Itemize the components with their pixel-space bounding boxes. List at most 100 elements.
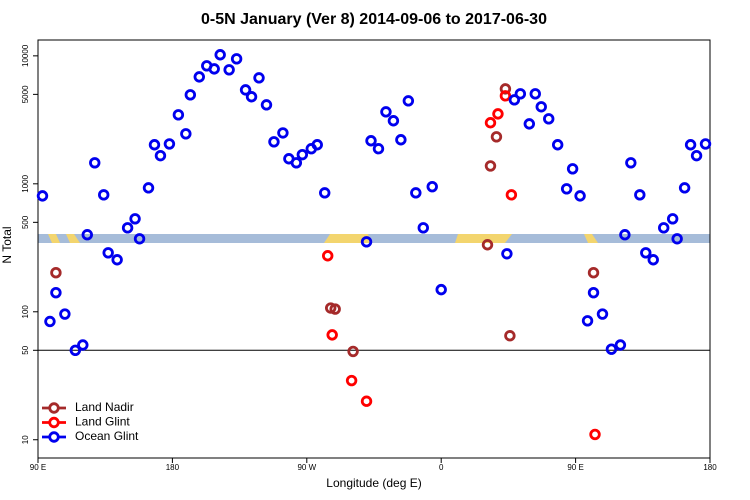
point [587,267,600,279]
point [574,190,586,202]
point [184,89,197,101]
point [163,138,176,150]
point [402,95,415,107]
land-patch [455,234,512,243]
point [596,308,609,320]
legend-marker [48,416,60,429]
point [505,189,518,201]
point [387,115,400,127]
point [426,180,438,193]
point [133,233,146,245]
point [329,303,341,315]
point [172,109,185,121]
point [326,329,338,341]
point [647,254,659,266]
point [345,374,358,387]
point [89,157,101,169]
y-tick-label: 10 [21,435,30,444]
point [372,143,385,155]
land-patch [48,234,60,243]
point [102,247,114,259]
y-tick-label: 1000 [21,174,30,192]
point [148,139,161,151]
point [50,286,62,299]
point [684,139,697,151]
point [504,330,516,342]
point [481,239,494,251]
point [142,182,155,194]
point [245,91,258,103]
land-patch [66,234,80,243]
ocean-band [38,234,710,243]
x-axis-label: Longitude (deg E) [326,476,421,490]
point [214,49,226,61]
point [36,190,49,202]
point [277,127,289,139]
point [614,339,627,351]
point [634,189,646,201]
point [499,83,512,95]
legend-label: Land Glint [75,415,130,429]
point [111,254,123,266]
x-tick-label: 90 E [30,463,46,472]
chart-title: 0-5N January (Ver 8) 2014-09-06 to 2017-… [201,11,547,28]
point [566,163,579,175]
point [690,149,703,162]
y-tick-label: 100 [21,305,30,319]
legend-label: Land Nadir [75,400,134,414]
y-tick-label: 500 [21,215,30,229]
y-axis-label: N Total [0,226,14,263]
point [98,189,110,201]
point [529,88,541,100]
point [44,315,56,328]
point [499,90,512,102]
point [490,131,503,143]
point [587,286,600,299]
point [658,222,670,234]
point [129,213,141,225]
point [322,250,334,262]
point [523,118,536,130]
legend-marker [48,402,60,414]
point [59,308,71,320]
point [121,222,134,234]
point [50,267,62,279]
point [666,213,679,225]
x-tick-label: 90 E [567,463,583,472]
land-ocean-band [38,234,710,243]
point [230,53,243,65]
point [508,94,521,106]
point [605,343,618,355]
point [410,187,422,199]
point [296,148,309,161]
point [535,101,547,113]
point [671,233,683,245]
point [640,247,652,259]
point [678,182,691,194]
point [501,248,513,260]
point [319,187,331,199]
point [81,229,93,241]
point [223,64,235,76]
x-tick-label: 180 [703,463,717,472]
point [619,229,631,241]
point [589,428,601,441]
point [581,315,594,327]
point [260,99,273,111]
point [625,157,637,169]
land-patch [584,234,598,243]
point [543,113,555,125]
point [435,283,447,296]
point [311,139,323,151]
point [253,72,265,84]
point [365,135,377,147]
point [514,88,527,100]
point [551,139,564,151]
point [560,183,573,195]
land-patch [324,234,372,243]
point [347,345,359,358]
point [268,136,280,148]
point [69,344,82,356]
y-tick-label: 50 [21,345,30,354]
